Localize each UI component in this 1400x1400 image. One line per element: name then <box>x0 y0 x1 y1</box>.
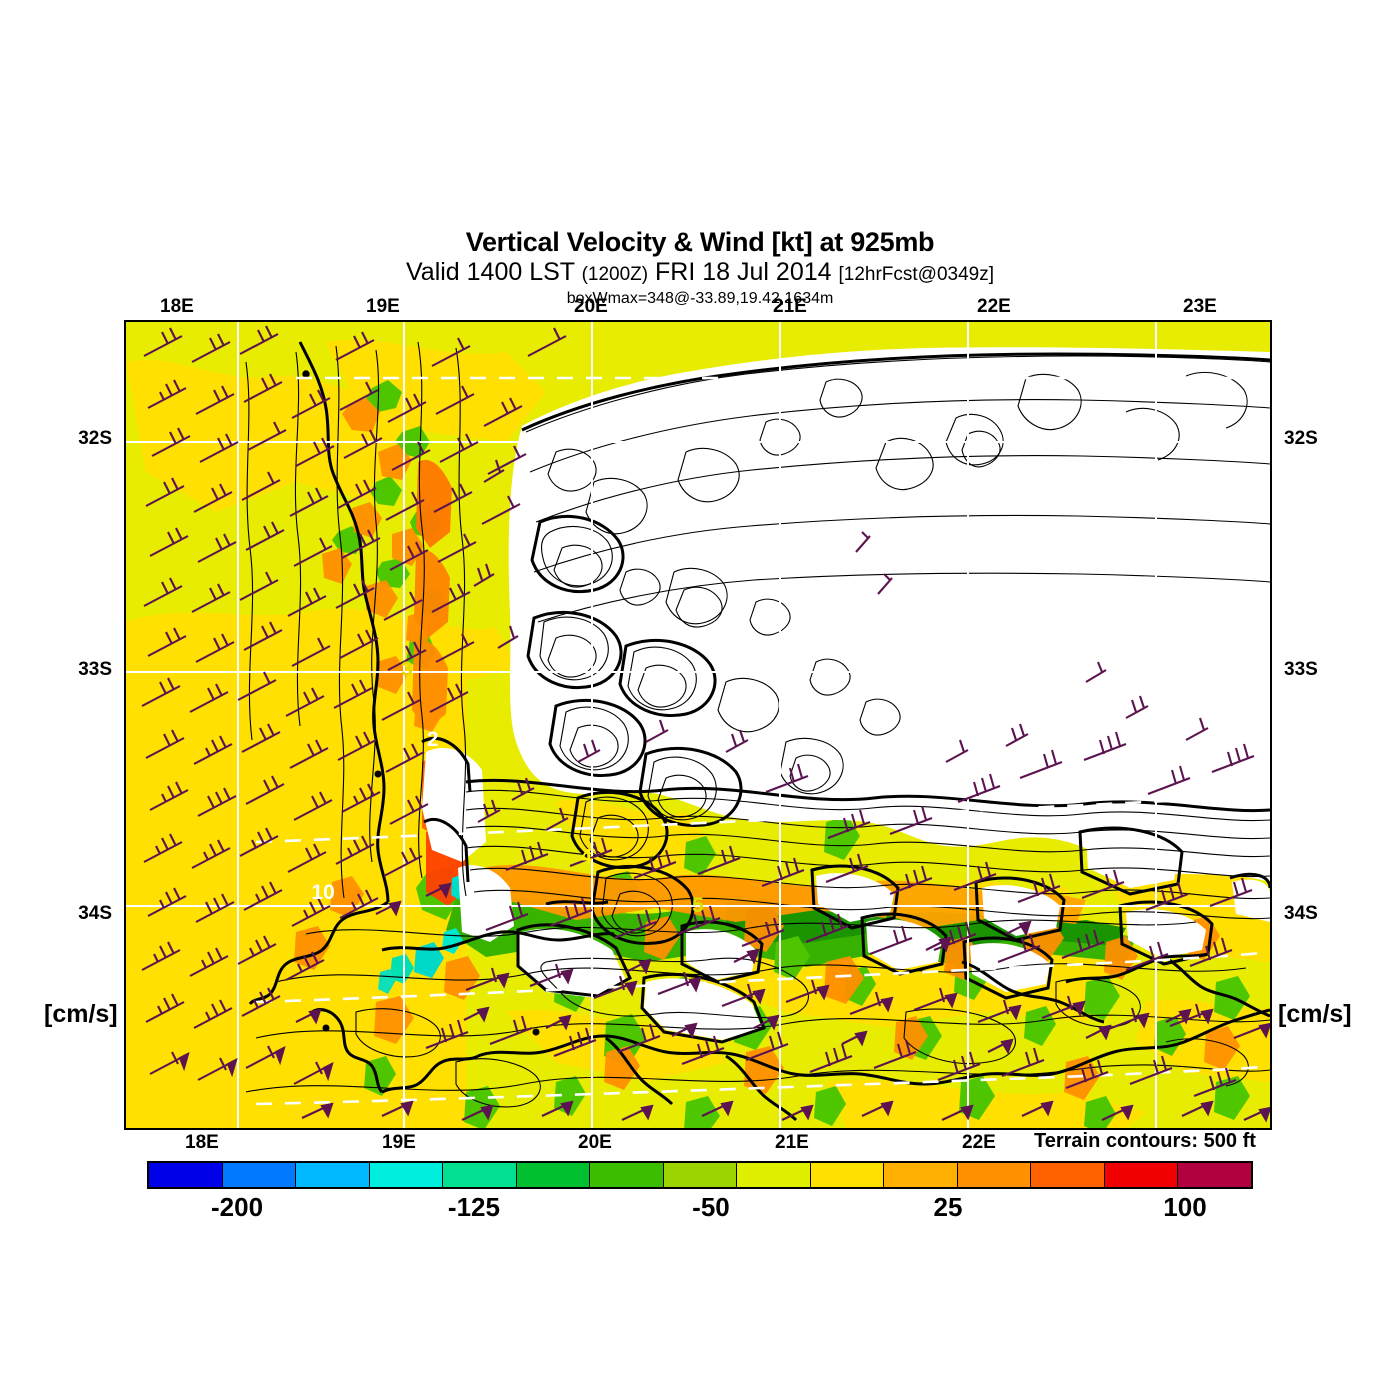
colorbar-segment-9 <box>810 1163 885 1187</box>
colorbar-tick-1: -125 <box>447 1192 500 1222</box>
map-canvas: 10 4 5 2 3 <box>126 322 1270 1128</box>
contour-labels: 10 4 5 2 3 <box>311 658 704 917</box>
colorbar-segment-4 <box>443 1163 517 1187</box>
contour-label-3: 3 <box>401 658 413 681</box>
axis-bottom-tick-0: 18E <box>185 1132 219 1153</box>
colorbar-tick-3: 25 <box>933 1192 963 1222</box>
grid-lines-solid <box>126 322 1270 1128</box>
wind-barbs <box>141 325 1270 1123</box>
grid-lines-dashed <box>255 376 1270 1106</box>
axis-top-tick-1: 19E <box>366 296 400 317</box>
unit-label-right: [cm/s] <box>1278 1000 1352 1028</box>
colorbar-segment-3 <box>369 1163 444 1187</box>
valid-time-line: Valid 1400 LST (1200Z) FRI 18 Jul 2014 [… <box>0 258 1400 289</box>
fill-yellow-regions <box>126 339 1270 1128</box>
valid-time-lst: Valid 1400 LST <box>405 258 582 286</box>
axis-bottom-tick-3: 21E <box>775 1132 809 1153</box>
contour-label-2: 2 <box>427 728 439 751</box>
axis-left-tick-2: 34S <box>78 903 112 924</box>
contour-label-4: 4 <box>580 845 592 868</box>
colorbar-segment-1 <box>222 1163 297 1187</box>
axis-right-tick-0: 32S <box>1284 428 1318 449</box>
colorbar-segment-13 <box>1104 1163 1179 1187</box>
colorbar-tick-0: -200 <box>211 1192 264 1222</box>
forecast-tag: [12hrFcst@0349z] <box>838 264 995 285</box>
unit-label-left: [cm/s] <box>44 1000 118 1028</box>
colorbar-segment-12 <box>1031 1163 1105 1187</box>
axis-left-tick-1: 33S <box>78 659 112 680</box>
axis-top-tick-3: 21E <box>773 296 807 317</box>
colorbar-segment-11 <box>957 1163 1032 1187</box>
colorbar-segment-14 <box>1178 1163 1251 1187</box>
valid-time-utc: (1200Z) <box>581 264 649 285</box>
colorbar-segment-2 <box>296 1163 370 1187</box>
contour-label-5: 5 <box>692 894 704 917</box>
axis-top-tick-5: 23E <box>1183 296 1217 317</box>
axis-top-tick-2: 20E <box>574 296 608 317</box>
colorbar-segment-8 <box>737 1163 811 1187</box>
axis-left-tick-0: 32S <box>78 428 112 449</box>
page-title: Vertical Velocity & Wind [kt] at 925mb <box>465 227 935 257</box>
axis-top-tick-0: 18E <box>160 296 194 317</box>
boxwmax-line: boxWmax=348@-33.89,19.42,1634m <box>566 290 834 307</box>
colorbar-segment-0 <box>149 1163 223 1187</box>
axis-bottom-tick-1: 19E <box>382 1132 416 1153</box>
colorbar-segment-5 <box>516 1163 591 1187</box>
axis-bottom-tick-2: 20E <box>578 1132 612 1153</box>
axis-right-tick-2: 34S <box>1284 903 1318 924</box>
map-panel[interactable]: 10 4 5 2 3 <box>124 320 1272 1130</box>
colorbar[interactable] <box>147 1161 1253 1189</box>
valid-date: FRI 18 Jul 2014 <box>648 258 839 286</box>
title-block: Vertical Velocity & Wind [kt] at 925mb V… <box>0 226 1400 309</box>
colorbar-segment-6 <box>590 1163 664 1187</box>
colorbar-tick-labels: -200 -125 -50 25 100 <box>0 1192 1400 1232</box>
colorbar-tick-2: -50 <box>692 1192 730 1222</box>
colorbar-tick-4: 100 <box>1163 1192 1207 1222</box>
contour-label-10: 10 <box>311 881 334 904</box>
axis-top-tick-4: 22E <box>977 296 1011 317</box>
axis-right-tick-1: 33S <box>1284 659 1318 680</box>
colorbar-segment-7 <box>663 1163 738 1187</box>
colorbar-segment-10 <box>884 1163 958 1187</box>
axis-bottom-tick-4: 22E <box>962 1132 996 1153</box>
terrain-contour-note: Terrain contours: 500 ft <box>1034 1130 1256 1152</box>
